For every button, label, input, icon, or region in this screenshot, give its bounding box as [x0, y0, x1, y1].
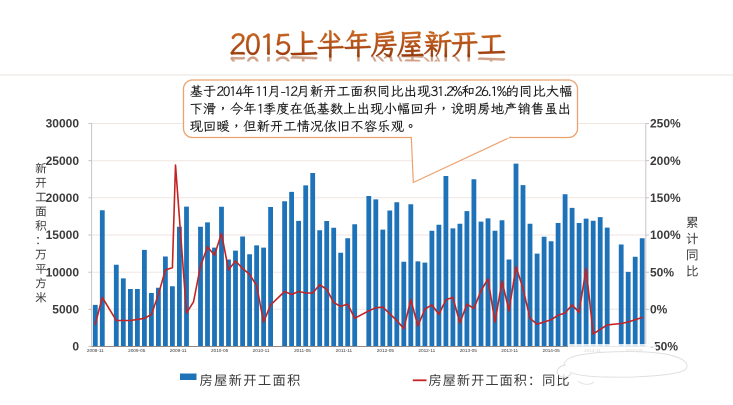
svg-text:2012-05: 2012-05	[377, 348, 395, 353]
svg-text:15000: 15000	[46, 228, 80, 242]
svg-text:150%: 150%	[650, 191, 681, 205]
svg-text:0%: 0%	[650, 303, 668, 317]
svg-text:2013-05: 2013-05	[460, 348, 478, 353]
svg-text:2008-11: 2008-11	[87, 348, 104, 353]
svg-text:10000: 10000	[46, 265, 80, 279]
svg-text:2014-05: 2014-05	[542, 348, 560, 353]
svg-text:2009-11: 2009-11	[170, 348, 187, 353]
svg-text:2013-11: 2013-11	[501, 348, 518, 353]
svg-text:2011-05: 2011-05	[294, 348, 311, 353]
svg-text:-50%: -50%	[650, 340, 678, 354]
svg-text:200%: 200%	[650, 154, 681, 168]
svg-text:50%: 50%	[650, 265, 674, 279]
svg-text:100%: 100%	[650, 228, 681, 242]
svg-text:25000: 25000	[46, 154, 80, 168]
svg-text:5000: 5000	[52, 303, 79, 317]
svg-text:20000: 20000	[46, 191, 80, 205]
svg-text:250%: 250%	[650, 117, 681, 131]
svg-text:2010-11: 2010-11	[253, 348, 270, 353]
svg-text:0: 0	[72, 340, 79, 354]
svg-text:2011-11: 2011-11	[336, 348, 353, 353]
svg-text:30000: 30000	[46, 117, 80, 131]
svg-text:2012-11: 2012-11	[418, 348, 435, 353]
svg-text:2009-05: 2009-05	[128, 348, 146, 353]
svg-text:2010-05: 2010-05	[211, 348, 229, 353]
